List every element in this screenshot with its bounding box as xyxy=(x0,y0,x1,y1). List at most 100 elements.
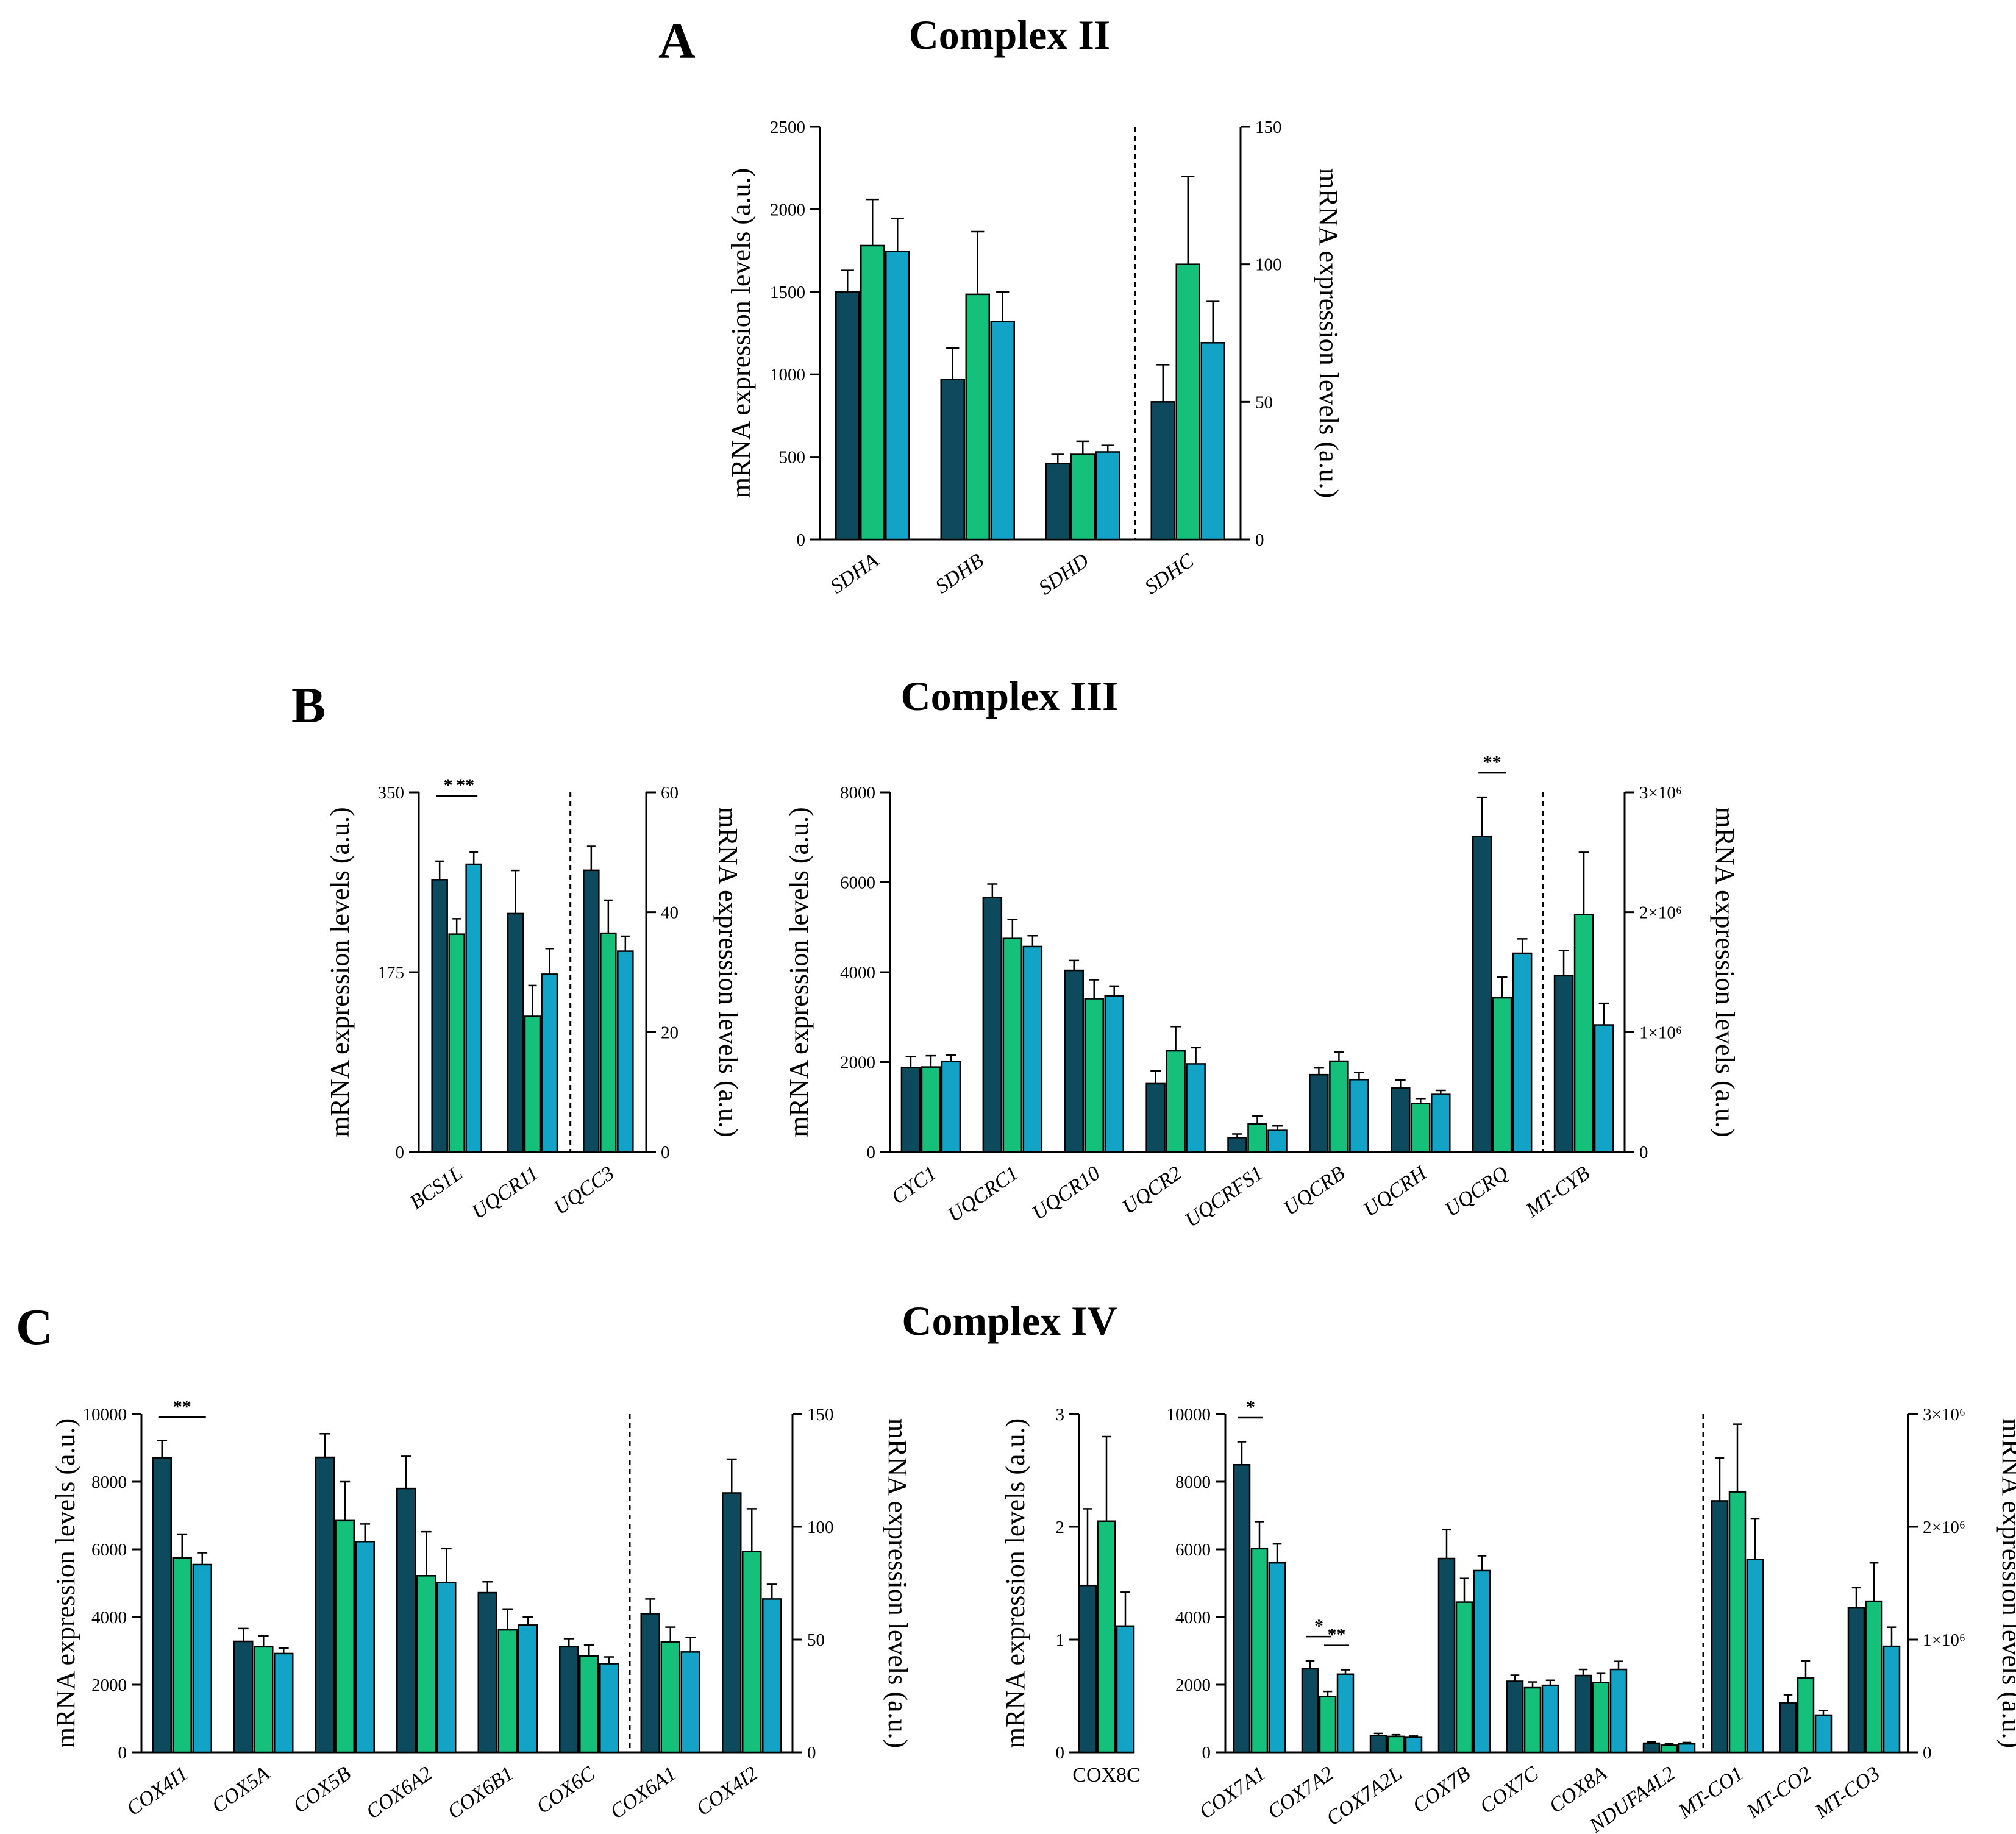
bar-ndufa4l2 xyxy=(1642,1742,1661,1754)
y-axis-title-right: mRNA expression levels (a.u.) xyxy=(883,1418,913,1748)
bar-cyc1 xyxy=(921,1066,941,1153)
y-axis-title-right: mRNA expression levels (a.u.) xyxy=(713,807,743,1137)
y-tick-label-left: 6000 xyxy=(840,873,875,893)
bar-cox7b xyxy=(1455,1601,1473,1754)
bar-cox7a2 xyxy=(1319,1696,1337,1754)
bar-mt-co1 xyxy=(1746,1559,1764,1754)
bar-cox4i2 xyxy=(722,1492,742,1754)
y-tick-label-right: 0 xyxy=(1923,1743,1932,1763)
category-label-cyc1: CYC1 xyxy=(888,1162,941,1209)
bar-cox7c xyxy=(1541,1684,1559,1754)
bar-uqcr11 xyxy=(524,1015,541,1153)
category-label-uqcc3: UQCC3 xyxy=(550,1162,619,1219)
y-tick-label-right: 150 xyxy=(1255,118,1282,137)
bar-cox7a2l xyxy=(1369,1735,1387,1754)
category-label-cox7c: COX7C xyxy=(1476,1762,1543,1818)
bar-cox8c xyxy=(1078,1584,1097,1754)
category-label-uqcrh: UQCRH xyxy=(1359,1161,1432,1221)
chart-c3: 0 2000 4000 6000 8000 10000 0 1×10⁶ 2×10⁶ 3×10⁶ mR… xyxy=(1167,1397,2016,1834)
bar-uqcrq xyxy=(1492,997,1512,1153)
y-tick-label-right: 2×10⁶ xyxy=(1639,903,1682,923)
category-label-sdhc: SDHC xyxy=(1141,549,1198,599)
bar-cyc1 xyxy=(941,1061,961,1153)
category-label-cox5b: COX5B xyxy=(289,1762,355,1818)
category-label-cox7b: COX7B xyxy=(1409,1762,1475,1818)
category-label-cox5a: COX5A xyxy=(208,1762,274,1818)
bar-cox7b xyxy=(1473,1569,1491,1754)
y-tick-label-right: 40 xyxy=(661,903,679,923)
y-tick-label-right: 1×10⁶ xyxy=(1639,1023,1682,1042)
bar-uqcrq xyxy=(1472,836,1492,1153)
bar-sdhb xyxy=(940,379,965,541)
y-tick-label-left: 2 xyxy=(1056,1518,1065,1537)
bar-sdhd xyxy=(1045,463,1070,541)
y-axis-title-left: mRNA expression levels (a.u.) xyxy=(1000,1418,1030,1748)
bar-uqcr10 xyxy=(1084,998,1104,1153)
significance-label: ** xyxy=(1328,1625,1346,1645)
y-tick-label-left: 500 xyxy=(779,448,806,467)
y-tick-label-left: 1500 xyxy=(770,283,805,302)
y-tick-label-left: 175 xyxy=(378,963,405,983)
category-label-mt-cyb: MT-CYB xyxy=(1522,1162,1594,1222)
bar-uqcr2 xyxy=(1186,1063,1206,1153)
bar-uqcc3 xyxy=(600,932,617,1153)
category-label-cox6c: COX6C xyxy=(532,1762,599,1818)
y-tick-label-left: 2500 xyxy=(770,118,805,137)
category-label-cox6a2: COX6A2 xyxy=(362,1762,436,1824)
bar-uqcrq xyxy=(1512,952,1533,1153)
category-label-uqcrc1: UQCRC1 xyxy=(944,1162,1023,1226)
y-tick-label-right: 50 xyxy=(1255,393,1273,412)
title-complex-iii: Complex III xyxy=(900,673,1118,719)
bar-mt-co2 xyxy=(1797,1677,1815,1754)
y-tick-label-right: 20 xyxy=(661,1023,679,1042)
y-tick-label-left: 2000 xyxy=(91,1676,127,1695)
panel-letter-c: C xyxy=(16,1299,53,1356)
category-label-sdha: SDHA xyxy=(826,549,883,598)
y-tick-label-left: 6000 xyxy=(91,1540,127,1560)
y-axis-title-left: mRNA expression levels (a.u.) xyxy=(726,168,756,498)
category-label-sdhd: SDHD xyxy=(1035,549,1093,600)
y-axis-title-right: mRNA expression levels (a.u.) xyxy=(1314,168,1344,498)
bar-cox6a2 xyxy=(396,1487,416,1754)
category-label-cox4i1: COX4I1 xyxy=(123,1762,192,1820)
bar-cox6a1 xyxy=(640,1613,660,1754)
y-tick-label-left: 0 xyxy=(1202,1743,1211,1763)
bar-sdhc xyxy=(1175,263,1200,541)
y-tick-label-left: 0 xyxy=(797,530,806,550)
category-label-cox6a1: COX6A1 xyxy=(607,1762,681,1824)
bar-cox5b xyxy=(355,1540,375,1754)
bar-cyc1 xyxy=(900,1067,921,1153)
bar-sdha xyxy=(860,244,885,541)
y-tick-label-left: 2000 xyxy=(1175,1676,1211,1695)
bar-cox7a2l xyxy=(1387,1735,1405,1754)
bar-uqcc3 xyxy=(617,950,634,1153)
y-tick-label-left: 1 xyxy=(1056,1630,1065,1650)
bar-uqcrb xyxy=(1329,1060,1349,1153)
y-tick-label-left: 8000 xyxy=(840,783,875,803)
y-tick-label-right: 2×10⁶ xyxy=(1923,1518,1965,1537)
y-tick-label-left: 1000 xyxy=(770,365,805,385)
y-tick-label-left: 10000 xyxy=(83,1405,127,1424)
bar-uqcc3 xyxy=(583,869,600,1153)
y-tick-label-right: 0 xyxy=(807,1743,816,1763)
bar-uqcrb xyxy=(1309,1073,1329,1153)
y-axis-title-right: mRNA expression levels (a.u.) xyxy=(1996,1418,2016,1748)
chart-b1: 0 175 350 0 20 40 60 mRNA expression levels (a.… xyxy=(325,775,743,1224)
y-tick-label-left: 10000 xyxy=(1167,1405,1211,1424)
category-label-cox4i2: COX4I2 xyxy=(693,1762,762,1820)
bar-cox7a2 xyxy=(1301,1668,1319,1754)
y-tick-label-right: 50 xyxy=(807,1630,825,1650)
panel-letter-b: B xyxy=(291,677,326,734)
y-tick-label-left: 0 xyxy=(396,1143,405,1162)
bar-uqcrc1 xyxy=(982,897,1003,1153)
bar-uqcrfs1 xyxy=(1267,1129,1288,1153)
bar-sdhd xyxy=(1070,453,1095,541)
significance-label: * xyxy=(1314,1616,1323,1636)
y-tick-label-right: 3×10⁶ xyxy=(1639,783,1682,803)
y-tick-label-right: 60 xyxy=(661,783,679,803)
bar-cox5b xyxy=(315,1456,335,1754)
chart-c2: 0 1 2 3 mRNA expression levels (a.u.) COX8C xyxy=(1000,1405,1141,1786)
y-tick-label-right: 150 xyxy=(807,1405,834,1424)
bar-mt-co1 xyxy=(1728,1491,1747,1754)
